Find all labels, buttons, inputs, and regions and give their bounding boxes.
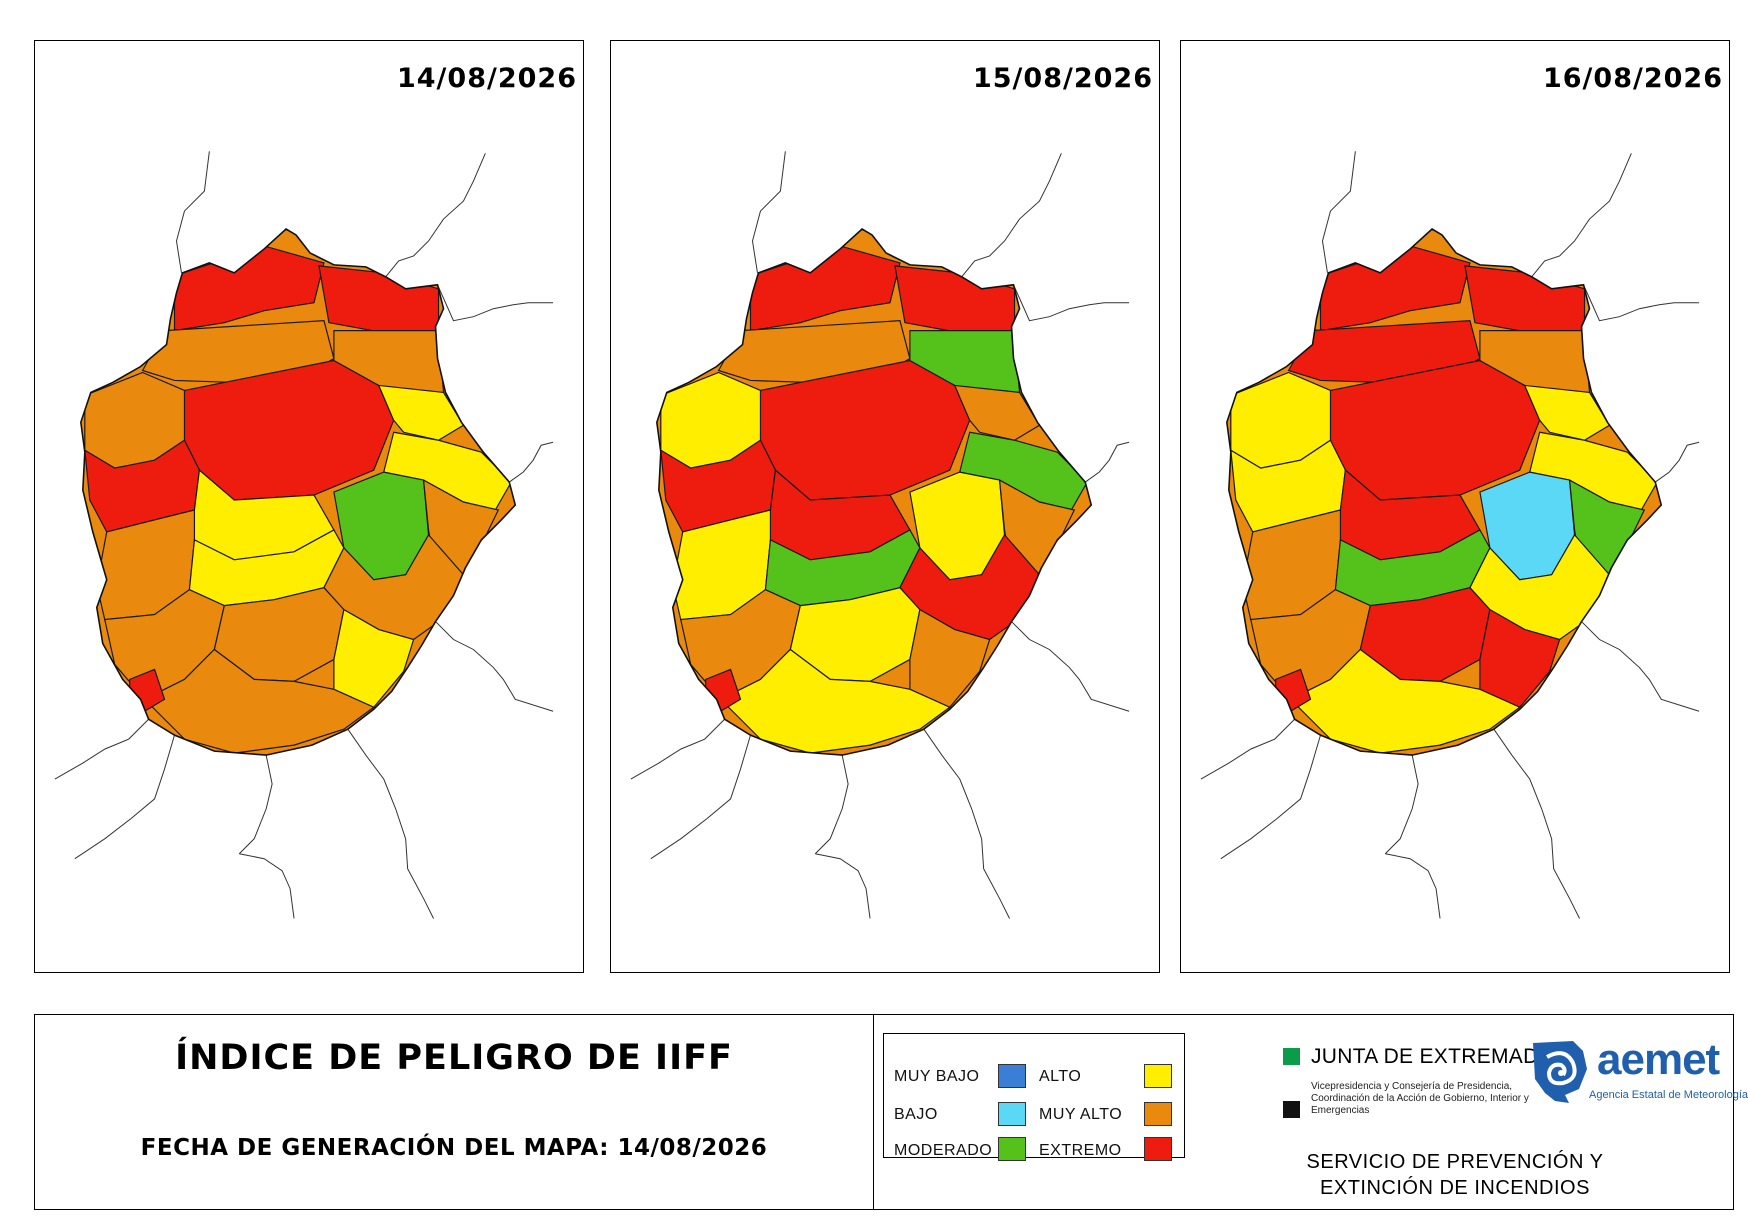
generation-date: FECHA DE GENERACIÓN DEL MAPA: 14/08/2026	[140, 1135, 768, 1161]
legend-label-muy-bajo: MUY BAJO	[894, 1068, 980, 1085]
legend-swatch-bajo	[998, 1102, 1026, 1126]
external-border-line	[238, 754, 273, 855]
aemet-wordmark: aemet	[1597, 1035, 1720, 1084]
danger-zone	[719, 648, 951, 754]
external-border-line	[435, 621, 554, 712]
danger-zone	[143, 648, 375, 754]
external-border-line	[815, 853, 871, 919]
legend-swatch-extremo	[1144, 1137, 1172, 1161]
external-border-line	[1531, 153, 1632, 278]
external-border-line	[923, 728, 1010, 919]
danger-legend: MUY BAJO BAJO MODERADO ALTO MUY ALTO EXT…	[883, 1033, 1185, 1161]
junta-black-square-icon	[1283, 1101, 1300, 1118]
external-border-line	[1220, 735, 1321, 860]
map-title: ÍNDICE DE PELIGRO DE IIFF	[175, 1038, 733, 1078]
danger-zone	[1479, 608, 1561, 708]
external-border-line	[1011, 621, 1130, 712]
fire-danger-map-day-3	[1200, 151, 1700, 919]
region-outline	[656, 228, 1093, 756]
junta-subtitle: Vicepresidencia y Consejería de Presiden…	[1311, 1081, 1529, 1116]
municipality-zones	[80, 229, 516, 756]
fire-danger-map-day-2	[630, 151, 1130, 919]
aemet-subtitle: Agencia Estatal de Meteorología	[1589, 1089, 1748, 1101]
external-border-line	[385, 153, 486, 278]
danger-zone	[909, 608, 991, 708]
legend-swatch-muy-bajo	[998, 1064, 1026, 1088]
region-outline	[1226, 228, 1663, 756]
aemet-logo: aemet Agencia Estatal de Meteorología	[1525, 1035, 1748, 1115]
map-panel-day-2: 15/08/2026	[610, 40, 1160, 973]
map-date-day-3: 16/08/2026	[1542, 63, 1723, 94]
external-border-line	[751, 151, 786, 273]
external-border-line	[437, 284, 554, 322]
danger-zone	[333, 608, 415, 708]
municipality-zones	[656, 229, 1092, 756]
service-line-2: EXTINCIÓN DE INCENDIOS	[1320, 1177, 1590, 1199]
danger-zone	[894, 265, 1016, 334]
external-border-line	[74, 735, 175, 860]
external-border-line	[175, 151, 210, 273]
fire-danger-map-day-1	[54, 151, 554, 919]
legend-swatch-muy-alto	[1144, 1102, 1172, 1126]
region-outline	[80, 228, 517, 756]
external-border-line	[1084, 441, 1130, 483]
legend-label-muy-alto: MUY ALTO	[1039, 1106, 1123, 1123]
legend-swatch-moderado	[998, 1137, 1026, 1161]
external-border-line	[1200, 718, 1295, 780]
external-border-line	[1493, 728, 1580, 919]
service-line-1: SERVICIO DE PREVENCIÓN Y	[1306, 1151, 1604, 1173]
map-date-day-2: 15/08/2026	[972, 63, 1153, 94]
legend-label-bajo: BAJO	[894, 1106, 938, 1123]
external-border-line	[630, 718, 725, 780]
external-border-line	[814, 754, 849, 855]
external-border-line	[1581, 621, 1700, 712]
legend-label-alto: ALTO	[1039, 1068, 1082, 1085]
external-border-line	[239, 853, 295, 919]
external-border-line	[1321, 151, 1356, 273]
aemet-spiral-icon	[1533, 1041, 1587, 1103]
external-border-line	[347, 728, 434, 919]
municipality-zones	[1226, 229, 1662, 756]
footer-panel: ÍNDICE DE PELIGRO DE IIFF FECHA DE GENER…	[34, 1014, 1748, 1210]
external-border-line	[508, 441, 554, 483]
junta-green-square-icon	[1283, 1048, 1300, 1065]
danger-zone	[1464, 265, 1586, 334]
external-border-line	[1384, 754, 1419, 855]
map-panel-day-3: 16/08/2026	[1180, 40, 1730, 973]
junta-name: JUNTA DE EXTREMADURA	[1311, 1045, 1584, 1068]
external-border-line	[650, 735, 751, 860]
external-border-line	[1654, 441, 1700, 483]
danger-zone	[1289, 648, 1521, 754]
map-date-day-1: 14/08/2026	[396, 63, 577, 94]
external-border-line	[1583, 284, 1700, 322]
external-border-line	[1013, 284, 1130, 322]
service-name: SERVICIO DE PREVENCIÓN Y EXTINCIÓN DE IN…	[1265, 1149, 1645, 1201]
legend-swatch-alto	[1144, 1064, 1172, 1088]
map-panel-day-1: 14/08/2026	[34, 40, 584, 973]
external-border-line	[1385, 853, 1441, 919]
legend-label-extremo: EXTREMO	[1039, 1142, 1122, 1159]
danger-zone	[318, 265, 440, 334]
external-border-line	[54, 718, 149, 780]
external-border-line	[961, 153, 1062, 278]
legend-label-moderado: MODERADO	[894, 1142, 993, 1159]
footer-divider	[873, 1015, 874, 1209]
